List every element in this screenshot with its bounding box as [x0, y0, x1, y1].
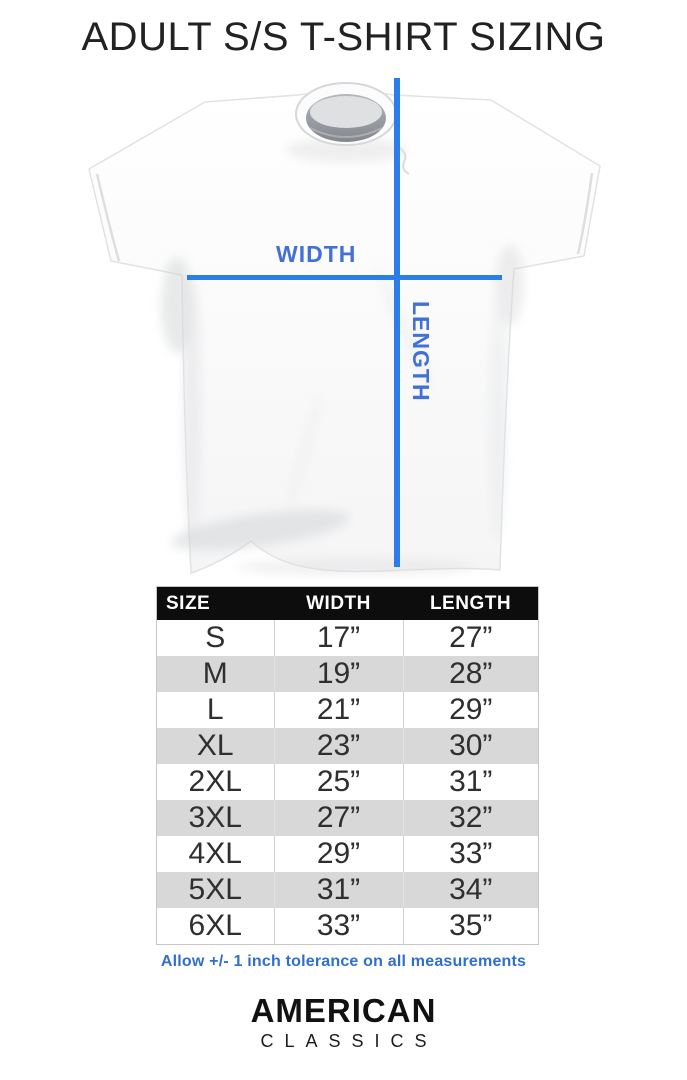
length-cell: 29” — [403, 692, 538, 728]
table-row: XL 23” 30” — [157, 728, 538, 764]
table-row: 4XL 29” 33” — [157, 836, 538, 872]
width-cell: 17” — [274, 620, 404, 656]
length-cell: 30” — [403, 728, 538, 764]
collar — [295, 82, 410, 175]
width-cell: 31” — [274, 872, 404, 908]
column-header-width: WIDTH — [274, 587, 403, 620]
fabric-shading — [161, 138, 524, 575]
brand-logo: AMERICAN CLASSICS — [0, 992, 687, 1051]
table-row: 5XL 31” 34” — [157, 872, 538, 908]
page-title: ADULT S/S T-SHIRT SIZING — [81, 15, 606, 59]
length-label: LENGTH — [408, 301, 434, 402]
length-measure-line — [394, 78, 400, 567]
tolerance-note: Allow +/- 1 inch tolerance on all measur… — [160, 953, 527, 970]
length-cell: 33” — [403, 836, 538, 872]
table-row: 2XL 25” 31” — [157, 764, 538, 800]
width-cell: 21” — [274, 692, 404, 728]
left-cuff-seam — [95, 173, 121, 262]
size-cell: 4XL — [157, 836, 275, 872]
size-cell: S — [157, 620, 275, 656]
width-cell: 29” — [274, 836, 404, 872]
length-cell: 34” — [403, 872, 538, 908]
width-cell: 19” — [274, 656, 404, 692]
size-table: SIZE WIDTH LENGTH S 17” 27” M 19” 28” L — [156, 586, 539, 945]
table-header-row: SIZE WIDTH LENGTH — [157, 587, 538, 620]
tshirt-image — [88, 78, 601, 575]
brand-line-american: AMERICAN — [250, 992, 437, 1029]
size-cell: 5XL — [157, 872, 275, 908]
width-cell: 23” — [274, 728, 404, 764]
column-header-size: SIZE — [157, 587, 274, 620]
table-row: M 19” 28” — [157, 656, 538, 692]
size-cell: 2XL — [157, 764, 275, 800]
size-cell: 3XL — [157, 800, 275, 836]
table-row: L 21” 29” — [157, 692, 538, 728]
length-cell: 28” — [403, 656, 538, 692]
width-measure-line — [187, 275, 502, 280]
length-cell: 27” — [403, 620, 538, 656]
brand-line-classics: CLASSICS — [260, 1031, 438, 1051]
width-label: WIDTH — [276, 241, 357, 267]
table-row: 6XL 33” 35” — [157, 908, 538, 944]
length-cell: 31” — [403, 764, 538, 800]
size-cell: XL — [157, 728, 275, 764]
length-cell: 32” — [403, 800, 538, 836]
size-cell: 6XL — [157, 908, 275, 944]
width-cell: 25” — [274, 764, 404, 800]
length-cell: 35” — [403, 908, 538, 944]
size-cell: M — [157, 656, 275, 692]
width-cell: 27” — [274, 800, 404, 836]
right-cuff-seam — [576, 172, 594, 255]
width-cell: 33” — [274, 908, 404, 944]
table-row: 3XL 27” 32” — [157, 800, 538, 836]
size-cell: L — [157, 692, 275, 728]
column-header-length: LENGTH — [403, 587, 538, 620]
table-row: S 17” 27” — [157, 620, 538, 656]
